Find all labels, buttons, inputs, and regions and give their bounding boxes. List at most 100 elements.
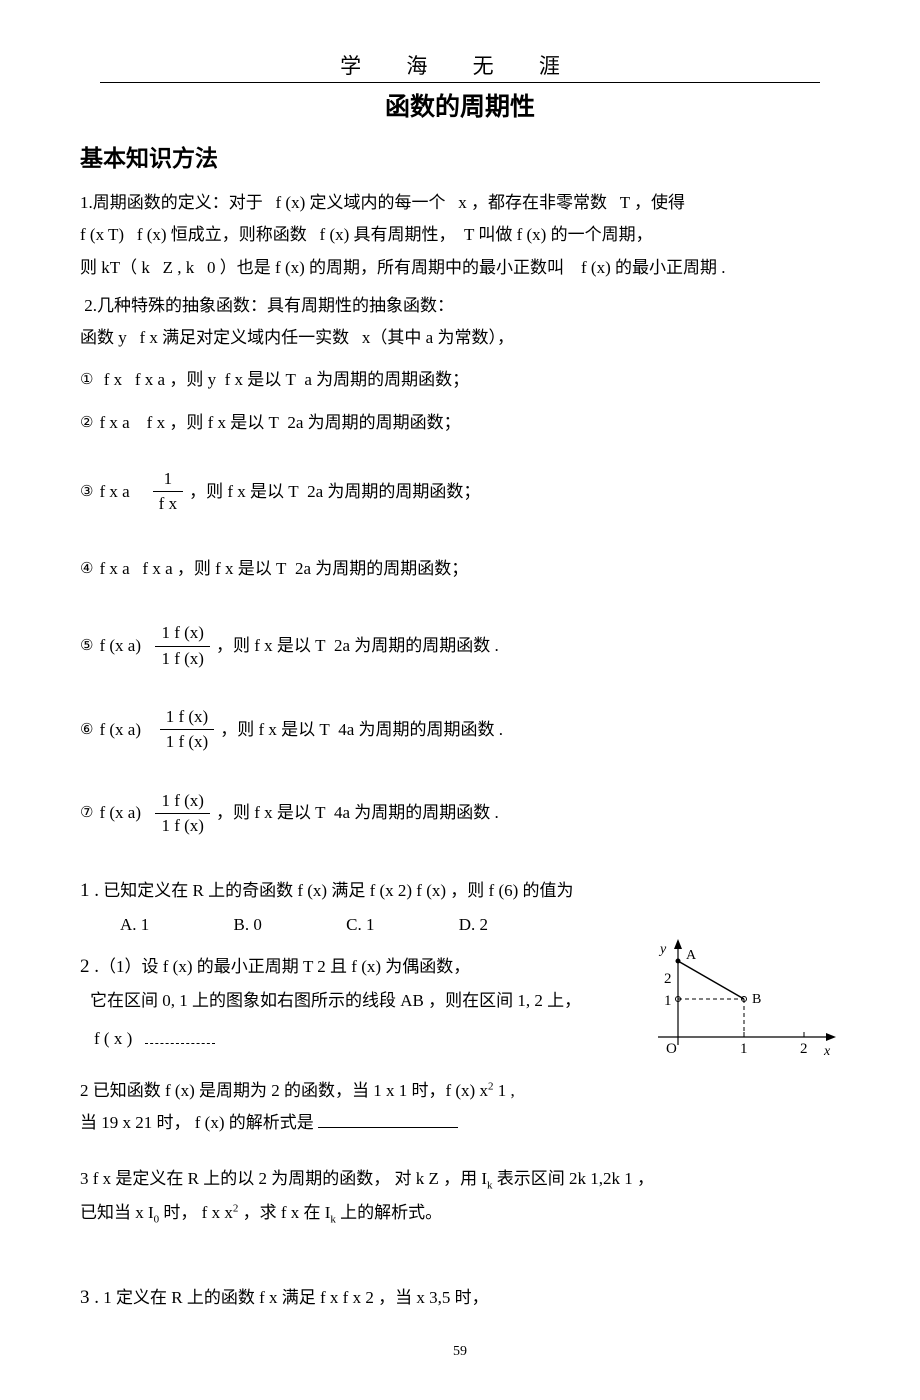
problem-2-sub2: 2 已知函数 f (x) 是周期为 2 的函数，当 1 x 1 时，f (x) … bbox=[80, 1075, 840, 1140]
rule-2: ② f x a f x ，则 f x 是以 T 2a 为周期的周期函数； bbox=[80, 407, 840, 439]
def-t: f (x) 的最小正周期 . bbox=[581, 258, 725, 277]
txt: f (x a) bbox=[99, 797, 141, 829]
frac-den: 1 f (x) bbox=[155, 814, 209, 836]
txt: f (x a) bbox=[99, 714, 141, 746]
txt: ，则 f x 是以 T bbox=[216, 797, 326, 829]
spec-num: 2. bbox=[84, 296, 97, 315]
txt: f x a bbox=[99, 407, 129, 439]
prob-num: 3 . bbox=[80, 1287, 99, 1308]
rule-4: ④ f x a f x a ，则 f x 是以 T 2a 为周期的周期函数； bbox=[80, 553, 840, 585]
answer-blank bbox=[145, 1026, 215, 1044]
txt: 表示区间 2k 1,2k 1 ， bbox=[493, 1169, 655, 1188]
problem-2-row: 2 .（1）设 f (x) 的最小正周期 T 2 且 f (x) 为偶函数， 它… bbox=[80, 941, 840, 1065]
choice-b: B. 0 bbox=[234, 909, 262, 941]
header-rule bbox=[100, 82, 820, 83]
spec-t: f x 满足对定义域内任一实数 bbox=[140, 328, 350, 347]
prob-num: 2 . bbox=[80, 956, 99, 977]
txt: f x 是以 T bbox=[225, 364, 296, 396]
choice-a: A. 1 bbox=[120, 909, 149, 941]
def-t: f (x) 恒成立，则称函数 bbox=[137, 225, 307, 244]
txt: 上的解析式。 bbox=[336, 1203, 442, 1222]
def-t: f (x) 定义域内的每一个 bbox=[276, 193, 446, 212]
txt: f ( x ) bbox=[94, 1029, 132, 1048]
header-motto: 学 海 无 涯 bbox=[80, 50, 840, 80]
problem-1: 1 . 已知定义在 R 上的奇函数 f (x) 满足 f (x 2) f (x)… bbox=[80, 873, 840, 909]
txt: 2a 为周期的周期函数； bbox=[287, 407, 460, 439]
circ-icon: ② bbox=[80, 409, 93, 438]
rule-3: ③ f x a 1 f x ，则 f x 是以 T 2a 为周期的周期函数； bbox=[80, 469, 840, 515]
y-label: y bbox=[658, 942, 667, 957]
txt: 当 19 x 21 时， f (x) 的解析式是 bbox=[80, 1113, 314, 1132]
def-t: 0 ）也是 f (x) 的周期，所有周期中的最小正数叫 bbox=[207, 258, 564, 277]
txt: a 为周期的周期函数； bbox=[304, 364, 469, 396]
txt: （1）设 f (x) 的最小正周期 T 2 且 f (x) 为偶函数， bbox=[99, 957, 470, 976]
def-t: 周期函数的定义：对于 bbox=[93, 193, 263, 212]
special-intro: 2.几种特殊的抽象函数：具有周期性的抽象函数： 函数 y f x 满足对定义域内… bbox=[80, 290, 840, 355]
point-a-label: A bbox=[686, 948, 697, 963]
problem-2-text: 2 .（1）设 f (x) 的最小正周期 T 2 且 f (x) 为偶函数， 它… bbox=[80, 941, 644, 1062]
def-t: f (x T) bbox=[80, 225, 124, 244]
definition-block: 1.周期函数的定义：对于 f (x) 定义域内的每一个 x ，都存在非零常数 T… bbox=[80, 187, 840, 284]
point-b-label: B bbox=[752, 992, 761, 1007]
frac-num: 1 f (x) bbox=[155, 791, 209, 814]
fraction: 1 f (x) 1 f (x) bbox=[155, 791, 209, 837]
txt: f x a ，则 y bbox=[135, 364, 216, 396]
ytick-2: 2 bbox=[664, 971, 672, 987]
x-label: x bbox=[823, 1044, 831, 1059]
frac-num: 1 bbox=[153, 469, 183, 492]
frac-den: 1 f (x) bbox=[160, 730, 214, 752]
prob-text: 已知定义在 R 上的奇函数 f (x) 满足 f (x 2) f (x) ，则 … bbox=[103, 881, 573, 900]
txt: 4a 为周期的周期函数 . bbox=[334, 797, 499, 829]
circ-icon: ⑤ bbox=[80, 632, 93, 661]
rule-7: ⑦ f (x a) 1 f (x) 1 f (x) ，则 f x 是以 T 4a… bbox=[80, 791, 840, 837]
txt: 2a 为周期的周期函数； bbox=[307, 476, 480, 508]
choice-c: C. 1 bbox=[346, 909, 374, 941]
def-num: 1. bbox=[80, 193, 93, 212]
spec-t: x（其中 a 为常数）， bbox=[362, 328, 514, 347]
def-t: 则 kT（ k bbox=[80, 258, 150, 277]
circ-icon: ⑥ bbox=[80, 716, 93, 745]
def-t: Z , k bbox=[163, 258, 195, 277]
frac-den: 1 f (x) bbox=[155, 647, 209, 669]
def-t: x ，都存在非零常数 bbox=[458, 193, 607, 212]
answer-blank-solid bbox=[318, 1110, 458, 1128]
txt: f x a bbox=[99, 476, 129, 508]
doc-title: 函数的周期性 bbox=[80, 87, 840, 123]
txt: f x a bbox=[99, 553, 129, 585]
page: 学 海 无 涯 函数的周期性 基本知识方法 1.周期函数的定义：对于 f (x)… bbox=[0, 0, 920, 1400]
txt: 1 定义在 R 上的函数 f x 满足 f x f x 2 ，当 x 3,5 时… bbox=[103, 1288, 488, 1307]
ytick-1: 1 bbox=[664, 993, 672, 1009]
origin-label: O bbox=[666, 1041, 677, 1057]
fraction: 1 f x bbox=[153, 469, 183, 515]
rule-5: ⑤ f (x a) 1 f (x) 1 f (x) ，则 f x 是以 T 2a… bbox=[80, 623, 840, 669]
txt: ，则 f x 是以 T bbox=[220, 714, 330, 746]
choice-d: D. 2 bbox=[459, 909, 488, 941]
txt: 已知当 x I bbox=[80, 1203, 154, 1222]
txt: f x ，则 f x 是以 T bbox=[147, 407, 279, 439]
problem-2-sub3: 3 f x 是定义在 R 上的以 2 为周期的函数， 对 k Z ，用 Ik 表… bbox=[80, 1163, 840, 1230]
txt: f (x a) bbox=[99, 630, 141, 662]
prob-num: 1 . bbox=[80, 880, 99, 901]
txt: ，则 f x 是以 T bbox=[189, 476, 299, 508]
txt: ，求 f x 在 I bbox=[238, 1203, 330, 1222]
frac-num: 1 f (x) bbox=[155, 623, 209, 646]
fraction: 1 f (x) 1 f (x) bbox=[160, 707, 214, 753]
def-t: f (x) 具有周期性， bbox=[320, 225, 456, 244]
txt: f x bbox=[104, 364, 122, 396]
problem-3: 3 . 1 定义在 R 上的函数 f x 满足 f x f x 2 ，当 x 3… bbox=[80, 1280, 840, 1316]
spec-t: 几种特殊的抽象函数：具有周期性的抽象函数： bbox=[97, 296, 454, 315]
frac-den: f x bbox=[153, 492, 183, 514]
rule-6: ⑥ f (x a) 1 f (x) 1 f (x) ，则 f x 是以 T 4a… bbox=[80, 707, 840, 753]
txt: 3 f x 是定义在 R 上的以 2 为周期的函数， 对 k Z ，用 I bbox=[80, 1169, 487, 1188]
txt: 时， f x x bbox=[159, 1203, 233, 1222]
xtick-1: 1 bbox=[740, 1041, 748, 1057]
txt: 1 , bbox=[493, 1081, 514, 1100]
circ-icon: ⑦ bbox=[80, 799, 93, 828]
txt: 4a 为周期的周期函数 . bbox=[338, 714, 503, 746]
circ-icon: ④ bbox=[80, 555, 93, 584]
txt: 它在区间 0, 1 上的图象如右图所示的线段 AB ，则在区间 1, 2 上， bbox=[90, 991, 581, 1010]
spec-t: 函数 y bbox=[80, 328, 127, 347]
circ-icon: ① bbox=[80, 366, 93, 395]
txt: 2a 为周期的周期函数 . bbox=[334, 630, 499, 662]
section-title: 基本知识方法 bbox=[80, 139, 840, 173]
